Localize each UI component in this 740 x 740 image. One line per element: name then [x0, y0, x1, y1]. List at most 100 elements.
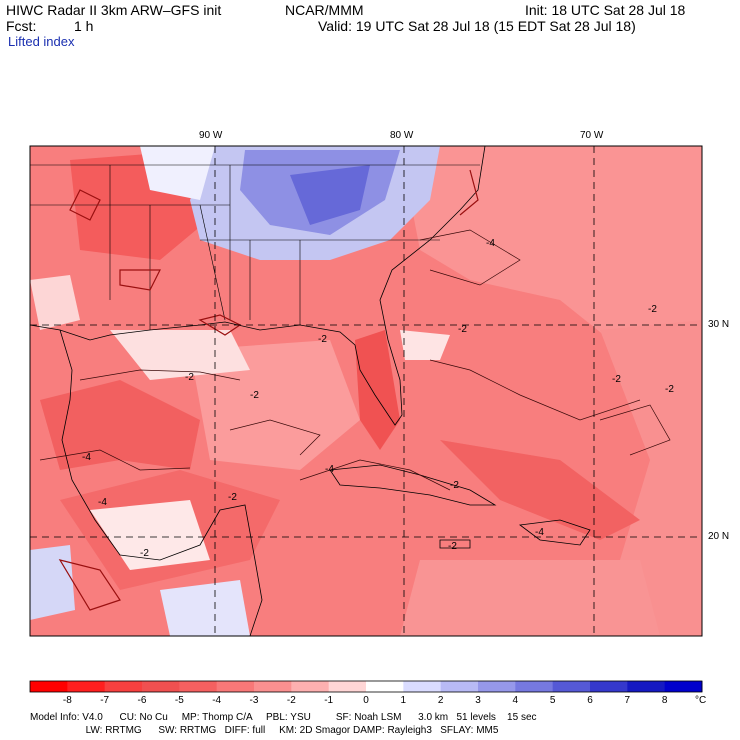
colorbar-tick-label: 8	[662, 695, 668, 706]
colorbar-swatch	[664, 681, 703, 692]
colorbar-tick-label: -5	[175, 695, 184, 706]
colorbar-tick-label: 0	[363, 695, 369, 706]
contour-label: -2	[448, 541, 457, 552]
colorbar-tick-label: 5	[550, 695, 556, 706]
colorbar-swatch	[478, 681, 516, 692]
contour-label: -2	[228, 492, 237, 503]
colorbar-swatch	[590, 681, 628, 692]
field-pale-west	[30, 275, 80, 330]
contour-label: -2	[140, 548, 149, 559]
lat-label-30n: 30 N	[708, 319, 730, 330]
lat-label-20n: 20 N	[708, 531, 730, 542]
contour-label: -2	[648, 304, 657, 315]
colorbar-tick-labels: -8 -7 -6 -5 -4 -3 -2 -1 0 1 2 3 4 5 6 7 8	[63, 695, 668, 706]
map-field-layer	[30, 146, 702, 636]
contour-5	[429, 359, 641, 421]
field-florida	[355, 330, 400, 450]
colorbar-tick-label: 3	[475, 695, 481, 706]
field-texas-coast	[40, 380, 200, 470]
mexico-coast	[59, 329, 263, 637]
contour-label: -4	[98, 497, 107, 508]
org-label: NCAR/MMM	[285, 2, 364, 18]
colorbar-swatch	[291, 681, 330, 692]
field-pale-atlantic	[400, 330, 450, 360]
field-stable-center	[290, 165, 370, 225]
colorbar-swatch	[67, 681, 106, 692]
colorbar-tick-label: -8	[63, 695, 72, 706]
colorbar-swatch	[552, 681, 591, 692]
lon-label-90w: 90 W	[199, 130, 223, 141]
cuba	[329, 464, 497, 506]
forecast-label: Fcst:	[6, 18, 37, 34]
colorbar-frame	[29, 680, 703, 693]
colorbar-tick-label: -7	[100, 695, 109, 706]
field-bahamas-band	[440, 440, 640, 540]
colorbar-swatch	[216, 681, 255, 692]
contour-label: -2	[458, 324, 467, 335]
colorbar-swatch	[366, 681, 404, 692]
map-title: HIWC Radar II 3km ARW–GFS init	[6, 2, 222, 18]
contour-lines	[39, 229, 671, 491]
contour-label: -2	[185, 372, 194, 383]
forecast-hour: 1 h	[74, 18, 94, 34]
valid-time: Valid: 19 UTC Sat 28 Jul 18 (15 EDT Sat …	[318, 18, 636, 34]
hispaniola	[518, 519, 591, 546]
contour-1	[79, 369, 241, 381]
contour-3	[229, 419, 321, 456]
contour-label: -4	[82, 452, 91, 463]
colorbar-tick-label: 4	[513, 695, 519, 706]
colorbar-swatch	[328, 681, 367, 692]
colorbar-swatch	[403, 681, 442, 692]
jamaica	[439, 539, 471, 549]
map-frame	[29, 145, 703, 637]
field-pale-central-america	[160, 580, 250, 636]
colorbar-tick-label: 2	[438, 695, 444, 706]
contour-label: -2	[318, 334, 327, 345]
colorbar-swatches	[29, 680, 703, 693]
contour-label: -4	[325, 464, 334, 475]
colorbar-tick-label: 6	[587, 695, 593, 706]
colorbar-swatch	[142, 681, 180, 692]
colorbar-tick-label: -3	[250, 695, 259, 706]
detail-2	[459, 169, 479, 216]
colorbar-tick-label: -1	[324, 695, 333, 706]
colorbar-tick-label: 7	[625, 695, 631, 706]
detail-4	[119, 269, 161, 291]
model-info-line-1: Model Info: V4.0 CU: No Cu MP: Thomp C/A…	[30, 712, 537, 723]
model-info-line-2: LW: RRTMG SW: RRTMG DIFF: full KM: 2D Sm…	[30, 725, 499, 736]
colorbar-swatch	[30, 681, 68, 692]
contour-label: -2	[250, 390, 259, 401]
field-name: Lifted index	[8, 34, 75, 49]
field-caribbean-south	[400, 560, 660, 636]
colorbar-swatch	[104, 681, 143, 692]
contour-label: -4	[535, 527, 544, 538]
colorbar-swatch	[515, 681, 554, 692]
contour-label-group: -2 -2 -2 -2 -2 -2 -2 -4 -4 -4 -4 -4 -2 -…	[82, 238, 674, 559]
contour-label: -4	[486, 238, 495, 249]
contour-2	[39, 449, 191, 471]
lon-label-70w: 70 W	[580, 130, 604, 141]
colorbar-tick-label: -2	[287, 695, 296, 706]
contour-detail	[58, 169, 479, 611]
us-gulf-atlantic-coast	[29, 145, 486, 426]
colorbar-tick-label: -4	[212, 695, 221, 706]
graticule	[30, 146, 702, 636]
border-9	[199, 204, 226, 321]
colorbar-swatch	[627, 681, 666, 692]
field-pale-northwest	[140, 146, 215, 200]
field-blue-mexico-west	[30, 545, 75, 620]
contour-7	[599, 404, 671, 456]
colorbar-tick-label: -6	[138, 695, 147, 706]
contour-4	[419, 229, 521, 286]
field-atlantic-north	[400, 146, 702, 340]
lon-label-80w: 80 W	[390, 130, 414, 141]
detail-5	[58, 559, 121, 611]
contour-label: -2	[612, 374, 621, 385]
contour-label: -2	[450, 480, 459, 491]
state-borders	[30, 164, 480, 330]
colorbar-swatch	[179, 681, 218, 692]
colorbar-swatch	[254, 681, 292, 692]
colorbar-swatch	[440, 681, 479, 692]
